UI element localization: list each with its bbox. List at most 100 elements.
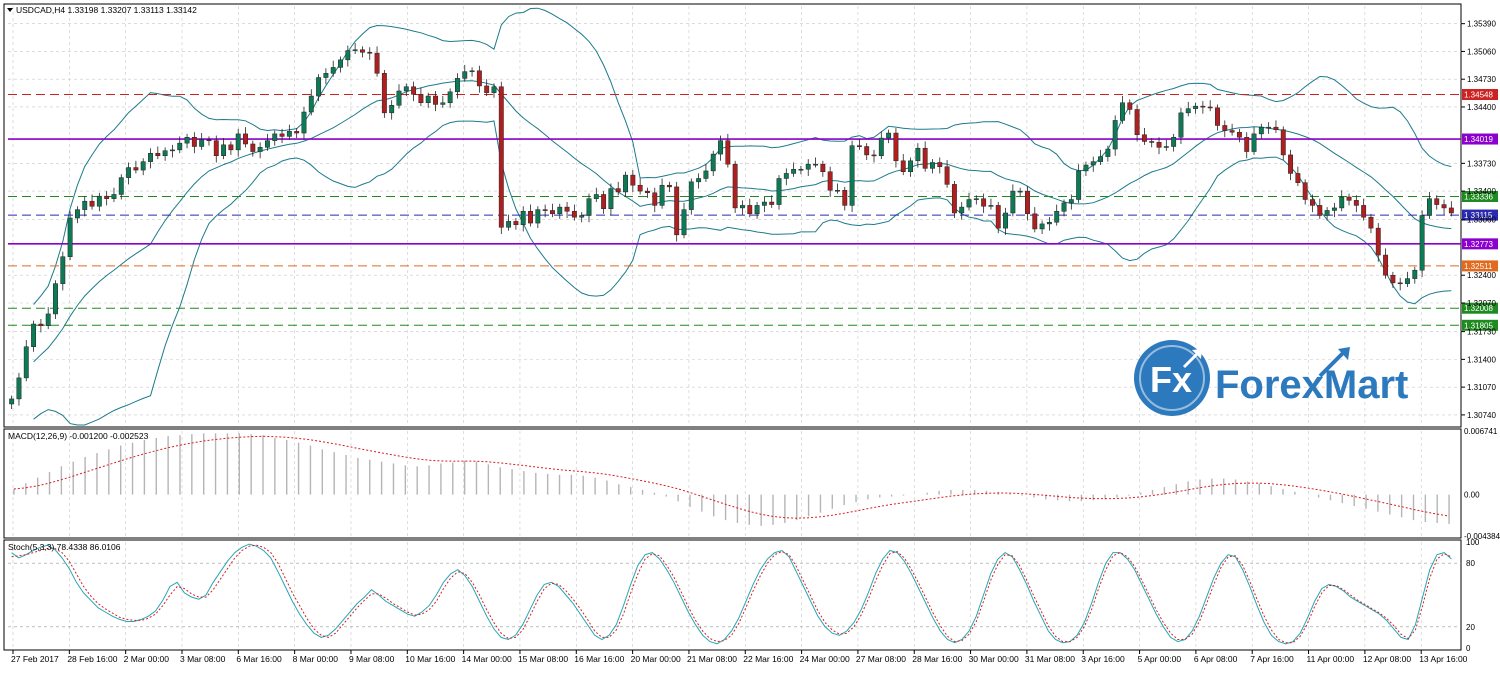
bear-candle xyxy=(747,205,753,215)
time-tick-label: 6 Mar 16:00 xyxy=(236,654,282,664)
bull-candle xyxy=(1339,196,1345,209)
bull-candle xyxy=(330,67,336,74)
time-tick-label: 5 Apr 00:00 xyxy=(1138,654,1182,664)
bull-candle xyxy=(1046,221,1052,225)
price-axis: 1.35390 1.35060 1.34730 1.34400 1.33730 1.334… xyxy=(1461,20,1500,653)
support-resistance-levels: 1.34548 1.34019 1.33336 1.33115 1.32773 1.325… xyxy=(8,89,1498,331)
bull-candle xyxy=(681,209,687,236)
bear-candle xyxy=(104,195,110,199)
bull-candle xyxy=(966,199,972,208)
bear-candle xyxy=(674,186,680,236)
bull-candle xyxy=(447,91,453,104)
bear-candle xyxy=(1207,106,1213,109)
bear-candle xyxy=(820,163,826,172)
macd-histogram xyxy=(13,433,1450,526)
level-price-tag xyxy=(1462,238,1498,250)
level-price-label: 1.33115 xyxy=(1464,211,1493,220)
bear-candle xyxy=(550,210,555,215)
bear-candle xyxy=(732,163,738,209)
price-tick-label: 1.30740 xyxy=(1467,411,1496,420)
bollinger-lower-band xyxy=(33,120,1452,426)
bull-candle xyxy=(396,90,402,106)
bear-candle xyxy=(1441,204,1447,209)
bear-candle xyxy=(1361,205,1367,218)
bull-candle xyxy=(455,78,460,93)
bear-candle xyxy=(1302,182,1308,200)
bear-candle xyxy=(564,206,570,212)
time-tick-label: 30 Mar 00:00 xyxy=(969,654,1019,664)
bull-candle xyxy=(506,221,512,228)
bull-candle xyxy=(162,150,168,157)
bull-candle xyxy=(1412,269,1418,279)
bull-candle xyxy=(623,174,628,193)
price-tick-label: 1.33400 xyxy=(1467,187,1496,196)
bull-candle xyxy=(1076,170,1082,200)
time-tick-label: 12 Apr 08:00 xyxy=(1363,654,1411,664)
bull-candle xyxy=(1419,215,1425,271)
level-price-label: 1.32511 xyxy=(1464,262,1493,271)
bollinger-bands xyxy=(33,7,1452,426)
bull-candle xyxy=(1068,199,1074,204)
time-tick-label: 3 Mar 08:00 xyxy=(180,654,226,664)
bull-candle xyxy=(1017,190,1023,193)
bull-candle xyxy=(1251,133,1257,152)
time-tick-label: 21 Mar 08:00 xyxy=(687,654,737,664)
bear-candle xyxy=(981,198,987,207)
bull-candle xyxy=(235,133,241,151)
time-tick-label: 11 Apr 00:00 xyxy=(1307,654,1355,664)
bear-candle xyxy=(1295,173,1301,183)
bear-candle xyxy=(827,171,833,191)
bull-candle xyxy=(16,377,22,400)
bear-candle xyxy=(411,86,417,95)
bear-candle xyxy=(381,73,387,114)
bear-candle xyxy=(769,201,775,205)
bear-candle xyxy=(951,184,957,214)
macd-tick-label: 0.00 xyxy=(1464,491,1480,500)
level-price-tag xyxy=(1462,260,1498,272)
bull-candle xyxy=(696,178,702,183)
bull-candle xyxy=(1266,126,1272,129)
level-price-label: 1.32008 xyxy=(1464,304,1493,313)
time-tick-label: 27 Feb 2017 xyxy=(11,654,59,664)
macd-signal-line xyxy=(13,435,1450,519)
bull-candle xyxy=(82,200,88,210)
bull-candle xyxy=(586,198,592,216)
bull-candle xyxy=(754,205,760,215)
bull-candle xyxy=(96,195,102,207)
bear-candle xyxy=(1273,126,1279,130)
bull-candle xyxy=(1112,120,1118,150)
bear-candle xyxy=(1200,105,1206,108)
price-tick-label: 1.31730 xyxy=(1467,328,1496,337)
bull-candle xyxy=(440,102,446,105)
bull-candle xyxy=(813,163,818,166)
price-tick-label: 1.34730 xyxy=(1467,75,1496,84)
bear-candle xyxy=(1375,227,1381,256)
bear-candle xyxy=(243,133,248,145)
bear-candle xyxy=(645,190,650,194)
bear-candle xyxy=(615,188,621,193)
bull-candle xyxy=(988,205,994,207)
symbol-menu-triangle-icon[interactable] xyxy=(7,8,13,12)
bear-candle xyxy=(1141,134,1147,142)
bear-candle xyxy=(937,162,943,167)
bull-candle xyxy=(791,168,797,174)
bull-candle xyxy=(126,167,132,178)
bear-candle xyxy=(359,49,365,53)
bull-candle xyxy=(520,211,526,226)
bull-candle xyxy=(608,188,614,210)
main-pane-header: USDCAD,H4 1.33198 1.33207 1.33113 1.3314… xyxy=(16,5,197,15)
macd-tick-label: -0.004384 xyxy=(1464,532,1500,541)
bull-candle xyxy=(1193,105,1199,109)
bull-candle xyxy=(199,139,205,147)
bull-candle xyxy=(1331,207,1337,211)
bear-candle xyxy=(133,167,139,171)
bear-candle xyxy=(944,166,950,185)
bull-candle xyxy=(491,86,497,93)
time-tick-label: 31 Mar 08:00 xyxy=(1025,654,1075,664)
bull-candle xyxy=(1258,126,1264,135)
time-tick-label: 10 Mar 16:00 xyxy=(405,654,455,664)
stoch-tick-label: 80 xyxy=(1466,559,1475,568)
bull-candle xyxy=(301,111,307,134)
